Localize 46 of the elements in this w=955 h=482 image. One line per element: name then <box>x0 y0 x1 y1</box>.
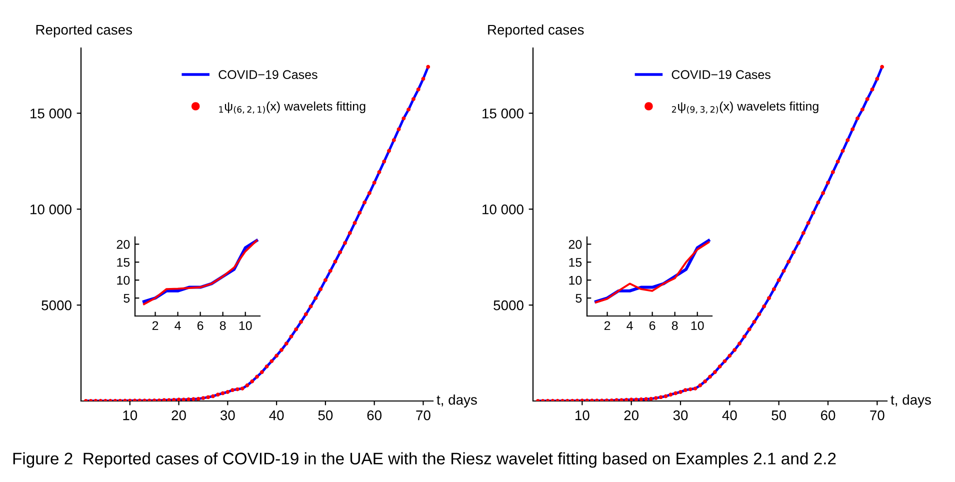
x-tick-label: 4 <box>626 321 633 330</box>
x-tick-label: 8 <box>220 321 226 330</box>
y-tick-label: 15 000 <box>482 108 524 118</box>
x-axis-title: t, days <box>890 394 931 408</box>
y-axis-title: Reported cases <box>488 24 584 38</box>
y-tick-label: 10 <box>117 276 130 285</box>
y-tick-label: 5 <box>124 294 130 303</box>
x-tick-label: 10 <box>576 410 590 420</box>
legend-label: $_{2}$ψ$_{(9,3,2)}$(x) wavelets fitting <box>672 101 818 114</box>
legend-label: COVID−19 Cases <box>672 70 770 80</box>
y-tick-label: 15 000 <box>30 108 72 118</box>
y-tick-label: 5 <box>576 294 582 303</box>
y-tick-label: 20 <box>568 240 582 249</box>
x-tick-label: 20 <box>624 410 639 420</box>
y-tick-label: 20 <box>116 240 130 249</box>
y-tick-label: 5000 <box>494 300 524 310</box>
y-tick-label: 10 000 <box>30 204 72 214</box>
x-tick-label: 20 <box>172 410 186 420</box>
x-tick-label: 10 <box>239 321 252 330</box>
x-tick-label: 6 <box>649 321 656 330</box>
x-tick-label: 10 <box>691 321 704 330</box>
x-tick-label: 4 <box>174 321 181 330</box>
y-tick-label: 10 <box>569 276 582 285</box>
y-tick-label: 10 000 <box>482 204 524 214</box>
y-tick-label: 15 <box>117 258 130 267</box>
x-axis-title: t, days <box>436 394 477 408</box>
x-tick-label: 50 <box>318 410 333 420</box>
x-tick-label: 70 <box>416 410 430 420</box>
legend-label: $_{1}$ψ$_{(6,2,1)}$(x) wavelets fitting <box>219 101 366 114</box>
x-tick-label: 40 <box>269 410 284 420</box>
y-tick-label: 5000 <box>42 300 72 310</box>
y-axis-title: Reported cases <box>36 24 132 38</box>
legend-label: COVID−19 Cases <box>218 70 318 80</box>
x-tick-label: 6 <box>197 321 204 330</box>
x-tick-label: 30 <box>673 410 688 420</box>
y-tick-label: 15 <box>569 258 582 267</box>
x-tick-label: 60 <box>367 410 382 420</box>
x-tick-label: 40 <box>722 410 737 420</box>
x-tick-label: 50 <box>772 410 786 420</box>
caption: Figure 2 Reported cases of COVID-19 in the UAE with the Riesz wavelet fitting based on Examples 2.1 and 2.2 <box>13 452 836 468</box>
x-tick-label: 60 <box>820 410 836 420</box>
x-tick-label: 2 <box>152 321 158 330</box>
x-tick-label: 8 <box>672 321 678 330</box>
x-tick-label: 30 <box>220 410 235 420</box>
x-tick-label: 70 <box>870 410 884 420</box>
x-tick-label: 2 <box>604 321 610 330</box>
